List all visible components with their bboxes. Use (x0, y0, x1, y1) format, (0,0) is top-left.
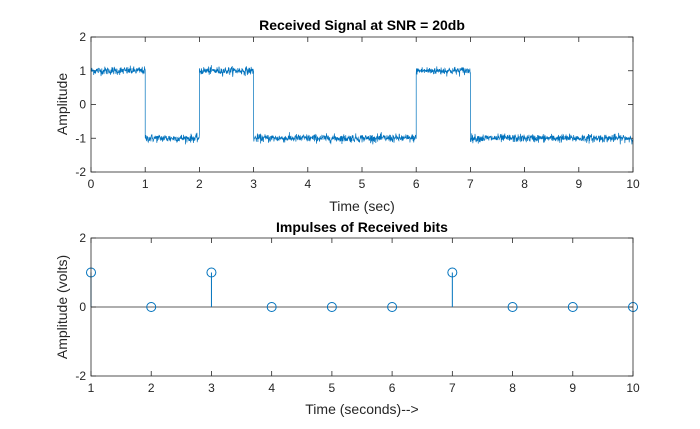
received-signal-xtick-label: 5 (359, 177, 366, 191)
impulse-marker (146, 302, 157, 312)
received-signal-ytick-label: -1 (75, 131, 86, 145)
received-signal-ticks: 0 1 2 3 4 5 6 7 8 9 10 -2 -1 0 1 2 (75, 30, 640, 191)
impulses-ylabel: Amplitude (volts) (54, 255, 70, 359)
impulses-ytick-label: 2 (79, 231, 86, 245)
received-signal-ytick-label: 1 (79, 64, 86, 78)
impulses-xtick-label: 7 (449, 381, 456, 395)
received-signal-xtick-label: 6 (413, 177, 420, 191)
impulses-axes-box (90, 237, 634, 377)
impulses-xtick-label: 8 (509, 381, 516, 395)
received-signal-xtick-label: 10 (626, 177, 640, 191)
impulse-marker (447, 267, 458, 278)
received-signal-title: Received Signal at SNR = 20db (259, 17, 465, 33)
impulses-xtick-label: 1 (88, 381, 95, 395)
received-signal-xtick-label: 1 (142, 177, 149, 191)
impulses-ytick-label: -2 (75, 369, 86, 383)
received-signal-xtick-label: 9 (575, 177, 582, 191)
impulses-series (86, 267, 638, 312)
impulses-xtick-label: 5 (329, 381, 336, 395)
impulses-ytick-label: 0 (79, 300, 86, 314)
received-signal-series (90, 65, 634, 145)
received-signal-plot-area (91, 37, 633, 172)
received-signal-xtick-label: 3 (250, 177, 257, 191)
impulses-xtick-label: 6 (389, 381, 396, 395)
impulse-marker (326, 302, 337, 312)
impulses-ticks: 1 2 3 4 5 6 7 8 9 10 -2 0 2 (75, 231, 640, 395)
received-signal-xtick-label: 7 (467, 177, 474, 191)
impulses-axes: 1 2 3 4 5 6 7 8 9 10 -2 0 2 Impulses of Received bit… (54, 219, 640, 417)
impulses-xtick-label: 10 (626, 381, 640, 395)
received-signal-ylabel: Amplitude (54, 73, 70, 135)
received-signal-xlabel: Time (sec) (329, 198, 395, 214)
impulses-xtick-label: 3 (208, 381, 215, 395)
received-signal-xtick-label: 2 (196, 177, 203, 191)
impulse-marker (266, 302, 277, 312)
impulses-title: Impulses of Received bits (276, 219, 448, 235)
impulses-xlabel: Time (seconds)--> (305, 401, 418, 417)
received-signal-axes: 0 1 2 3 4 5 6 7 8 9 10 -2 -1 0 1 2 Received Signal at S… (54, 17, 640, 214)
impulse-marker (206, 267, 217, 278)
impulses-xtick-label: 2 (148, 381, 155, 395)
impulse-marker (507, 302, 518, 312)
received-signal-ytick-label: 2 (79, 30, 86, 44)
received-signal-ytick-label: 0 (79, 98, 86, 112)
impulse-marker (387, 302, 398, 312)
received-signal-xtick-label: 0 (88, 177, 95, 191)
received-signal-xtick-label: 4 (304, 177, 311, 191)
received-signal-line (90, 65, 634, 145)
impulse-marker (567, 302, 578, 312)
received-signal-xtick-label: 8 (521, 177, 528, 191)
impulses-xtick-label: 4 (268, 381, 275, 395)
received-signal-axes-box (90, 36, 634, 173)
received-signal-ytick-label: -2 (75, 165, 86, 179)
impulses-xtick-label: 9 (569, 381, 576, 395)
